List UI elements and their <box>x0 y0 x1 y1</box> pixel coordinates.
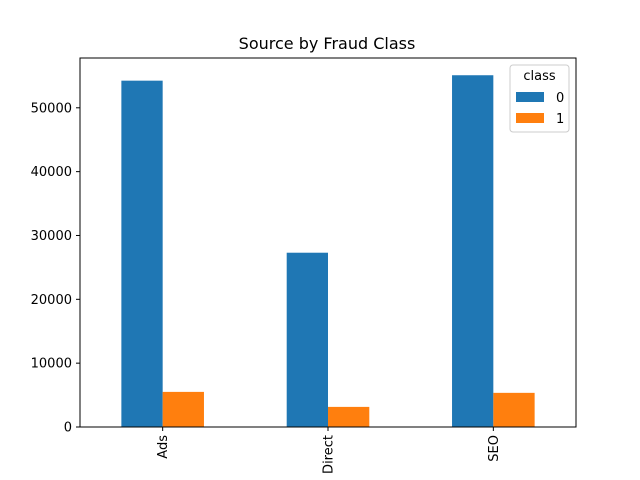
bar-direct-class-1 <box>328 406 370 427</box>
y-tick-label: 50000 <box>31 101 72 116</box>
bar-ads-class-1 <box>162 391 204 427</box>
x-tick-label-seo: SEO <box>487 435 502 462</box>
legend-label-1: 1 <box>556 112 564 127</box>
y-tick-label: 10000 <box>31 357 72 372</box>
bar-direct-class-0 <box>286 252 328 427</box>
x-tick-label-direct: Direct <box>322 435 337 474</box>
y-tick-label: 40000 <box>31 165 72 180</box>
legend-swatch-1 <box>516 113 544 123</box>
legend-title: class <box>523 69 555 84</box>
bar-seo-class-1 <box>493 392 535 427</box>
bar-ads-class-0 <box>121 80 163 427</box>
y-tick-label: 30000 <box>31 229 72 244</box>
x-tick-label-ads: Ads <box>156 435 171 459</box>
bar-seo-class-0 <box>452 75 494 427</box>
chart-title: Source by Fraud Class <box>239 34 416 53</box>
plot-area: 0 10000 20000 30000 40000 50000 Ads Direct SEO <box>31 57 577 474</box>
legend-label-0: 0 <box>556 91 564 106</box>
y-tick-label: 20000 <box>31 293 72 308</box>
legend-swatch-0 <box>516 92 544 102</box>
y-tick-label: 0 <box>64 421 72 436</box>
